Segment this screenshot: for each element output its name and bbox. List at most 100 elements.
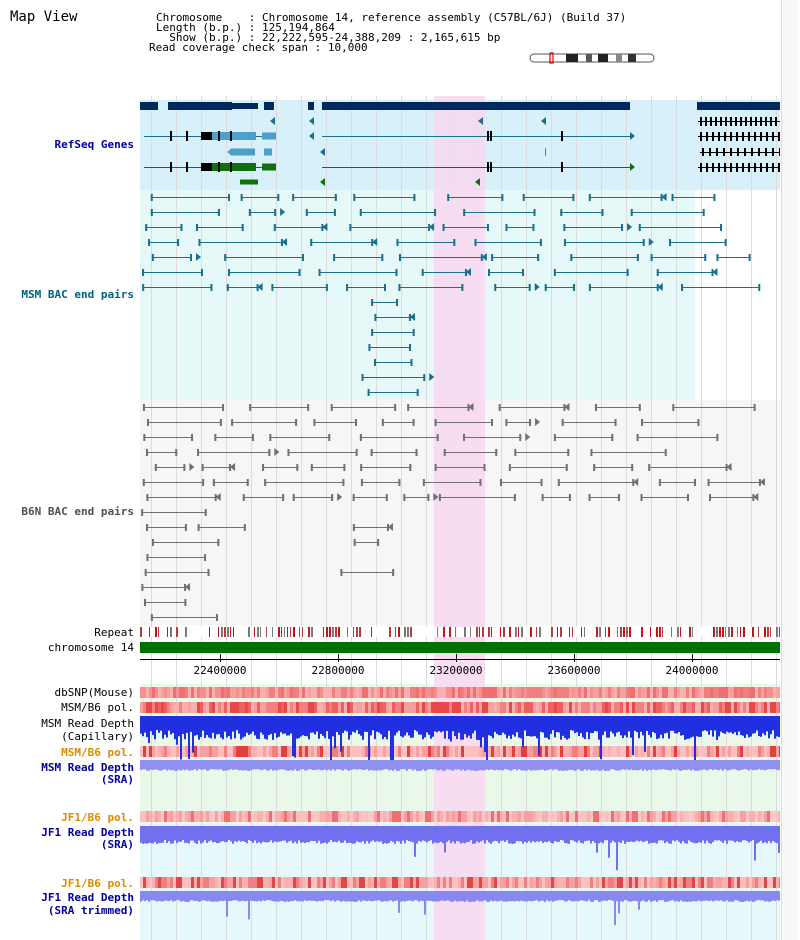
depth-bar: [168, 716, 170, 731]
depth-bar: [160, 826, 162, 843]
depth-bar: [370, 716, 372, 736]
depth-bar: [470, 891, 472, 902]
bac-end: [241, 224, 244, 231]
depth-bar: [674, 891, 676, 902]
bac-end: [427, 494, 430, 501]
span-value: 10,000: [327, 41, 368, 54]
exon: [170, 131, 172, 141]
page-scrollbar[interactable]: [781, 0, 799, 940]
heat-cell: [344, 687, 347, 698]
heat-cell: [488, 746, 491, 757]
depth-bar: [454, 891, 456, 901]
heat-cell: [164, 746, 167, 757]
heat-cell: [203, 687, 206, 698]
heat-cell: [155, 746, 158, 757]
heat-cell: [560, 687, 563, 698]
depth-bar: [360, 891, 362, 902]
bac-end: [540, 479, 543, 486]
chromosome-label: Chromosome: [156, 11, 223, 24]
repeat-element: [656, 627, 658, 637]
depth-bar: [414, 826, 416, 857]
heat-cell: [500, 702, 503, 713]
heat-cell: [221, 811, 224, 822]
heat-cell: [332, 687, 335, 698]
heat-cell: [647, 877, 650, 888]
genome-track-viewer[interactable]: 22400000 22800000 23200000 23600000 24000000: [140, 96, 780, 940]
depth-bar: [546, 826, 548, 843]
track-label-msm-bac: MSM BAC end pairs: [21, 288, 134, 301]
bac-end: [588, 194, 591, 201]
heat-cell: [389, 702, 392, 713]
bac-end: [626, 269, 629, 276]
heat-cell: [245, 811, 248, 822]
depth-bar: [516, 826, 518, 841]
depth-bar: [338, 826, 340, 841]
depth-bar: [382, 891, 384, 902]
bac-end: [154, 464, 157, 471]
depth-bar: [556, 891, 558, 901]
depth-bar: [650, 760, 652, 771]
depth-bar: [492, 716, 494, 739]
depth-bar: [174, 716, 176, 740]
heat-cell: [446, 687, 449, 698]
heat-cell: [524, 746, 527, 757]
repeat-element: [407, 627, 409, 637]
depth-bar: [728, 716, 730, 733]
depth-bar: [490, 760, 492, 770]
heat-cell: [590, 746, 593, 757]
depth-bar: [712, 760, 714, 771]
heat-cell: [353, 746, 356, 757]
depth-bar: [452, 891, 454, 902]
bac-end: [499, 479, 502, 486]
depth-bar: [420, 760, 422, 771]
repeat-element: [302, 627, 303, 637]
chromosome-ideogram[interactable]: [528, 52, 658, 64]
depth-bar: [648, 891, 650, 901]
depth-bar: [596, 891, 598, 901]
depth-bar: [732, 891, 734, 902]
depth-bar: [592, 891, 594, 902]
depth-bar: [594, 716, 596, 732]
depth-bar: [700, 891, 702, 902]
depth-bar: [204, 891, 206, 901]
depth-bar: [688, 826, 690, 841]
depth-bar: [414, 891, 416, 901]
heat-cell: [413, 687, 416, 698]
heat-cell: [611, 811, 614, 822]
heat-cell: [383, 877, 386, 888]
depth-bar: [778, 760, 780, 771]
depth-bar: [722, 826, 724, 843]
depth-bar: [638, 716, 640, 739]
heat-cell: [272, 702, 275, 713]
heat-cell: [431, 702, 434, 713]
heat-cell: [608, 877, 611, 888]
strand-arrow: [633, 478, 639, 486]
bac-end: [711, 269, 714, 276]
heat-cell: [560, 702, 563, 713]
depth-bar: [572, 716, 574, 731]
heat-cell: [233, 811, 236, 822]
bac-end: [395, 269, 398, 276]
heat-cell: [704, 702, 707, 713]
bac-end: [648, 464, 651, 471]
show-value: 22,222,595-24,388,209 : 2,165,615 bp: [261, 31, 501, 44]
heat-cell: [194, 811, 197, 822]
depth-bar: [582, 716, 584, 738]
depth-bar: [196, 826, 198, 844]
depth-bar: [158, 760, 160, 771]
heat-cell: [305, 687, 308, 698]
track-label-jf1-depth-sra: JF1 Read Depth: [41, 826, 134, 839]
depth-bar: [304, 826, 306, 844]
heat-cell: [446, 702, 449, 713]
depth-bar: [668, 891, 670, 902]
depth-bar: [622, 826, 624, 841]
heat-cell: [455, 702, 458, 713]
bac-end: [198, 239, 201, 246]
heat-cell: [365, 811, 368, 822]
depth-bar: [286, 891, 288, 902]
heat-cell: [761, 687, 764, 698]
depth-bar: [590, 826, 592, 844]
repeat-element: [398, 627, 400, 637]
depth-bar: [498, 760, 500, 771]
heat-cell: [608, 687, 611, 698]
